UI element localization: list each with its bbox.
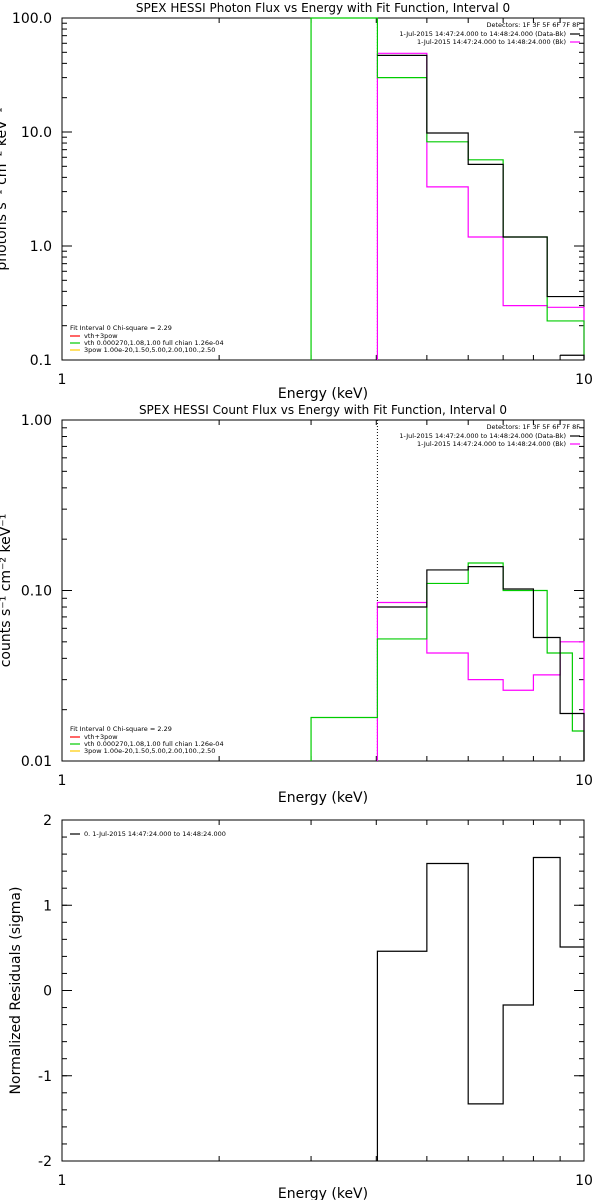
x-tick-label: 1	[58, 1173, 67, 1189]
y-tick-label: 100.0	[12, 11, 52, 27]
series-step-1	[376, 601, 585, 761]
fit-legend-entry: 3pow 1.00e-20,1.50,5.00,2.00,100.,2.50	[84, 346, 215, 354]
plot-frame	[61, 17, 585, 361]
series-step-4	[560, 354, 585, 360]
fit-legend-title: Fit Interval 0 Chi-square = 2.29	[70, 324, 172, 332]
series-step-2	[310, 17, 585, 360]
y-tick-label: 0.01	[21, 754, 52, 770]
fit-legend-entry: vth+3pow	[84, 332, 118, 340]
detectors-label: Detectors: 1F 3F 5F 6F 7F 8F	[486, 423, 580, 431]
top-legend-entry: 1-Jul-2015 14:47:24.000 to 14:48:24.000 …	[399, 432, 566, 440]
detectors-label: Detectors: 1F 3F 5F 6F 7F 8F	[486, 21, 580, 29]
y-axis-label: counts s⁻¹ cm⁻² keV⁻¹	[0, 514, 14, 668]
residual-legend-entry: 0. 1-Jul-2015 14:47:24.000 to 14:48:24.0…	[84, 830, 226, 838]
series-step-3	[377, 566, 585, 761]
y-tick-label: -2	[38, 1154, 52, 1170]
chart-title: SPEX HESSI Count Flux vs Energy with Fit…	[139, 403, 507, 417]
fit-legend-entry: 3pow 1.00e-20,1.50,5.00,2.00,100.,2.50	[84, 747, 215, 755]
top-legend-entry: 1-Jul-2015 14:47:24.000 to 14:48:24.000 …	[417, 38, 566, 46]
x-axis-label: Energy (keV)	[278, 386, 368, 402]
plot-frame	[61, 819, 585, 1162]
x-tick-label: 10	[575, 1173, 593, 1189]
chart-panel-3: -2 -1 0 1 2 1 10 Energy (keV) Normalized Residua…	[8, 813, 593, 1200]
top-legend-entry: 1-Jul-2015 14:47:24.000 to 14:48:24.000 …	[417, 440, 566, 448]
fit-legend-entry: vth 0.000270,1.08,1.00 full chian 1.26e-…	[84, 740, 224, 748]
series-step-1	[376, 52, 585, 360]
x-axis-label: Energy (keV)	[278, 790, 368, 806]
series-step-2	[310, 562, 585, 761]
chart-panel-2: SPEX HESSI Count Flux vs Energy with Fit…	[0, 403, 593, 806]
y-tick-label: 1	[43, 898, 52, 914]
fit-legend-title: Fit Interval 0 Chi-square = 2.29	[70, 725, 172, 733]
x-tick-label: 1	[58, 372, 67, 388]
y-tick-label: 0.1	[30, 353, 52, 369]
y-tick-label: 0.10	[21, 584, 52, 600]
y-tick-label: 2	[43, 813, 52, 829]
x-tick-label: 10	[575, 773, 593, 789]
x-tick-label: 10	[575, 372, 593, 388]
y-axis-label: photons s⁻¹ cm⁻² keV⁻¹	[0, 107, 10, 270]
y-axis-label: Normalized Residuals (sigma)	[8, 887, 24, 1095]
y-tick-label: 1.0	[30, 239, 52, 255]
y-tick-label: -1	[38, 1069, 52, 1085]
y-tick-label: 10.0	[21, 125, 52, 141]
fit-legend-entry: vth+3pow	[84, 733, 118, 741]
series-step-1	[376, 856, 584, 1161]
chart-title: SPEX HESSI Photon Flux vs Energy with Fi…	[136, 1, 510, 15]
series-step-3	[377, 54, 584, 298]
fit-legend-entry: vth 0.000270,1.08,1.00 full chian 1.26e-…	[84, 339, 224, 347]
top-legend-entry: 1-Jul-2015 14:47:24.000 to 14:48:24.000 …	[399, 30, 566, 38]
x-axis-label: Energy (keV)	[278, 1186, 368, 1200]
y-tick-label: 1.00	[21, 413, 52, 429]
y-tick-label: 0	[43, 984, 52, 1000]
chart-panel-1: SPEX HESSI Photon Flux vs Energy with Fi…	[0, 1, 593, 402]
x-tick-label: 1	[58, 773, 67, 789]
